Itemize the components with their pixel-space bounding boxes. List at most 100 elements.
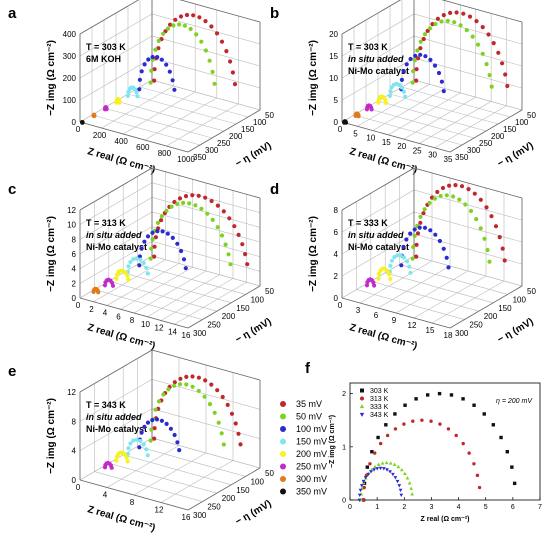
data-point (486, 32, 491, 37)
data-point (403, 94, 408, 99)
data-point (159, 418, 164, 423)
grid-line (395, 183, 469, 314)
data-point (183, 194, 189, 199)
data-point (436, 70, 442, 76)
data-point (395, 479, 400, 484)
data-point (418, 39, 423, 44)
data-point (375, 467, 380, 471)
data-point (500, 61, 505, 66)
data-point (433, 232, 438, 237)
data-point (197, 15, 202, 20)
data-point (363, 476, 368, 480)
y-tick-label: 50 (527, 111, 536, 120)
annotation-line: T = 303 K (86, 42, 126, 52)
data-point (364, 283, 370, 288)
data-point (212, 81, 217, 86)
legend-label: 350 mV (296, 487, 327, 497)
data-point (114, 276, 119, 281)
grid-line (365, 107, 475, 139)
data-point (178, 376, 183, 381)
data-point (427, 26, 433, 31)
data-point (391, 472, 395, 477)
data-point (366, 472, 371, 477)
data-point (500, 246, 505, 251)
data-point (188, 26, 193, 32)
data-point (414, 397, 418, 401)
data-point (401, 69, 406, 74)
data-point (484, 62, 489, 67)
data-point (408, 56, 413, 62)
data-point (123, 270, 128, 275)
data-point (502, 258, 507, 263)
z-tick-label: 300 (63, 52, 77, 61)
grid-line (93, 171, 166, 303)
data-point (399, 77, 404, 82)
z-tick-label: 4 (72, 265, 77, 274)
arc-series-100mV (399, 225, 451, 270)
data-point (214, 31, 220, 36)
z-tick-label: 0 (72, 476, 77, 485)
y-tick-label: 250 (207, 321, 221, 330)
data-point (110, 283, 116, 288)
y-tick-label: 300 (467, 146, 481, 155)
series-313-K (361, 418, 482, 502)
x-tick-label: 15 (426, 326, 435, 335)
data-point (138, 438, 143, 444)
arc-series-35mV (152, 193, 250, 267)
legend-label: 35 mV (296, 399, 322, 409)
arc-series-35mV (152, 12, 238, 87)
axis-line (341, 167, 415, 211)
data-point (190, 374, 195, 379)
data-point (384, 460, 389, 465)
z-tick-label: 12 (67, 388, 76, 397)
annotation-line: in situ added (348, 54, 404, 64)
arc-series-35mV (152, 374, 243, 447)
x-tick-label: 14 (168, 327, 177, 336)
x-tick-label: 4 (457, 504, 461, 511)
data-point (177, 448, 182, 453)
data-point (134, 437, 139, 442)
data-point (376, 435, 380, 440)
grid-line (413, 188, 487, 319)
data-point (141, 260, 146, 266)
data-point (414, 78, 419, 83)
data-point (175, 241, 180, 246)
data-point (187, 201, 192, 206)
series-legend-label: 313 K (370, 396, 389, 403)
data-point (137, 263, 142, 268)
x-tick-label: 9 (392, 316, 397, 325)
data-point (416, 56, 421, 61)
grid-line (79, 57, 261, 101)
panel-a: 0100200300400020040060080010005010015020… (8, 0, 274, 176)
z-tick-label: 6 (72, 250, 77, 259)
axis-line (413, 167, 523, 199)
data-point (409, 486, 414, 490)
data-point (470, 34, 475, 39)
grid-line (403, 9, 477, 140)
data-point (373, 451, 377, 455)
axis-line (441, 0, 523, 23)
data-point (126, 264, 131, 269)
x-tick-label: 18 (444, 331, 453, 340)
grid-line (115, 100, 225, 132)
legend-label: 150 mV (296, 437, 327, 447)
z-tick-label: 200 (63, 74, 77, 83)
data-point (446, 265, 451, 270)
data-point (388, 461, 393, 465)
data-point (142, 424, 147, 429)
y-tick-label: 300 (205, 146, 219, 155)
x-tick-label: 1 (375, 504, 379, 511)
data-point (458, 23, 463, 28)
data-point (407, 264, 412, 269)
data-point (360, 396, 364, 401)
data-point (221, 209, 226, 214)
data-point (92, 113, 97, 118)
x-tick-label: 4 (103, 491, 108, 500)
data-point (153, 47, 158, 52)
data-point (445, 18, 450, 23)
data-point (478, 197, 483, 202)
grid-line (147, 186, 220, 318)
data-point (388, 263, 393, 268)
arc-series-50mV (410, 18, 494, 89)
arc-series-350mV (342, 119, 349, 125)
